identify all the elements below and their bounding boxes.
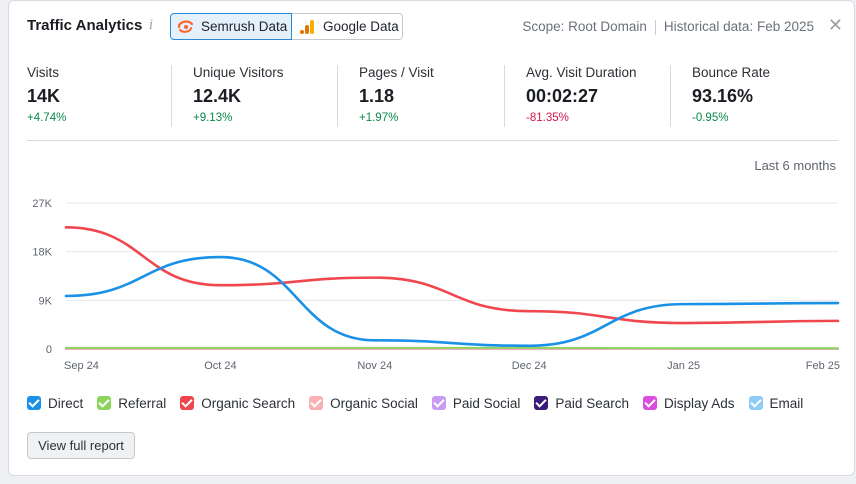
legend-label: Paid Social [452,395,521,411]
metric-label: Avg. Visit Duration [526,65,637,80]
series-line-organic-search [64,226,840,325]
metric-value: 00:02:27 [526,86,599,106]
legend-item-direct[interactable]: Direct [27,396,83,411]
semrush-data-label: Semrush Data [201,19,288,34]
traffic-analytics-card: Traffic Analytics i Semrush Data Google … [8,0,855,476]
traffic-line-chart: 27K 18K 9K 0 Sep 24 Oct 24 Nov 24 Dec 24 Jan 25… [32,198,840,372]
semrush-logo-icon [177,19,194,33]
legend-label: Paid Search [555,395,629,411]
y-tick-label: 0 [46,344,52,356]
card-title: Traffic Analytics [27,17,143,34]
section-divider [27,140,838,141]
chart-x-axis: Sep 24 Oct 24 Nov 24 Dec 24 Jan 25 Feb 25 [64,360,840,372]
google-data-label: Google Data [323,19,399,34]
metric-value: 12.4K [193,86,242,106]
checkbox-icon[interactable] [534,396,549,410]
series-line-direct [64,255,840,348]
metric-unique-visitors: Unique Visitors 12.4K +9.13% [193,65,284,127]
chart-legend: Direct Referral Organic Search Organic Soci… [27,394,817,412]
metric-value: 14K [27,86,61,106]
chart-y-axis: 27K 18K 9K 0 [32,198,52,356]
metric-label: Bounce Rate [692,65,771,80]
metric-pages-per-visit: Pages / Visit 1.18 +1.97% [359,65,434,127]
chart-series [64,226,840,350]
metric-change: +9.13% [193,112,233,124]
x-tick-label: Jan 25 [667,360,700,372]
scope-info: Scope: Root Domain Historical data: Feb … [522,19,814,35]
metric-change: +4.74% [27,112,67,124]
metric-divider [670,65,671,127]
x-tick-label: Oct 24 [204,360,236,372]
metric-divider [171,65,172,127]
metric-label: Unique Visitors [193,65,284,80]
view-full-report-button[interactable]: View full report [27,432,135,459]
card-header: Traffic Analytics i Semrush Data Google … [9,1,854,53]
historical-data-label[interactable]: Historical data: Feb 2025 [663,19,814,34]
metric-avg-visit-duration: Avg. Visit Duration 00:02:27 -81.35% [526,65,637,127]
checkbox-icon[interactable] [97,396,112,410]
metric-divider [504,65,505,127]
scope-separator [654,20,656,35]
data-source-toggle: Semrush Data Google Data [170,13,403,40]
legend-item-email[interactable]: Email [748,395,804,411]
checkbox-icon[interactable] [642,396,657,410]
metric-bounce-rate: Bounce Rate 93.16% -0.95% [692,65,770,127]
metric-change: -0.95% [692,112,729,124]
legend-item-referral[interactable]: Referral [97,396,166,411]
legend-item-organic-social[interactable]: Organic Social [309,396,418,411]
google-data-tab[interactable]: Google Data [292,13,403,40]
metric-value: 1.18 [359,86,395,106]
metric-label: Pages / Visit [359,65,434,80]
checkbox-icon[interactable] [309,396,324,410]
close-icon[interactable]: ✕ [827,15,843,35]
legend-item-display-ads[interactable]: Display Ads [642,395,735,411]
checkbox-icon[interactable] [27,396,41,410]
legend-item-paid-search[interactable]: Paid Search [534,396,629,411]
checkbox-icon[interactable] [431,396,446,410]
metric-change: +1.97% [359,112,399,124]
chart-gridlines [66,202,838,350]
metric-value: 93.16% [692,86,754,106]
x-tick-label: Sep 24 [64,360,99,372]
checkbox-icon[interactable] [748,396,763,410]
legend-label: Email [769,395,804,411]
x-tick-label: Feb 25 [806,360,840,372]
legend-label: Organic Search [201,395,296,411]
legend-label: Referral [118,395,167,411]
metric-divider [337,65,338,127]
legend-label: Display Ads [663,395,735,411]
legend-label: Organic Social [330,395,418,411]
google-analytics-icon [300,19,314,34]
legend-label: Direct [48,395,84,411]
checkbox-icon[interactable] [180,396,195,410]
x-tick-label: Nov 24 [357,360,392,372]
y-tick-label: 18K [32,247,52,259]
legend-item-organic-search[interactable]: Organic Search [180,396,295,411]
scope-label: Scope: Root Domain [522,19,647,34]
info-icon[interactable]: i [149,18,154,33]
semrush-data-tab[interactable]: Semrush Data [170,13,292,40]
metric-label: Visits [27,65,60,80]
legend-item-paid-social[interactable]: Paid Social [431,395,521,411]
metrics-row: Visits 14K +4.74% Unique Visitors 12.4K … [9,65,854,129]
metric-change: -81.35% [526,112,569,124]
metric-visits: Visits 14K +4.74% [27,65,66,127]
y-tick-label: 9K [39,295,53,307]
x-tick-label: Dec 24 [512,360,547,372]
y-tick-label: 27K [32,198,52,210]
date-range-label[interactable]: Last 6 months [754,158,836,173]
